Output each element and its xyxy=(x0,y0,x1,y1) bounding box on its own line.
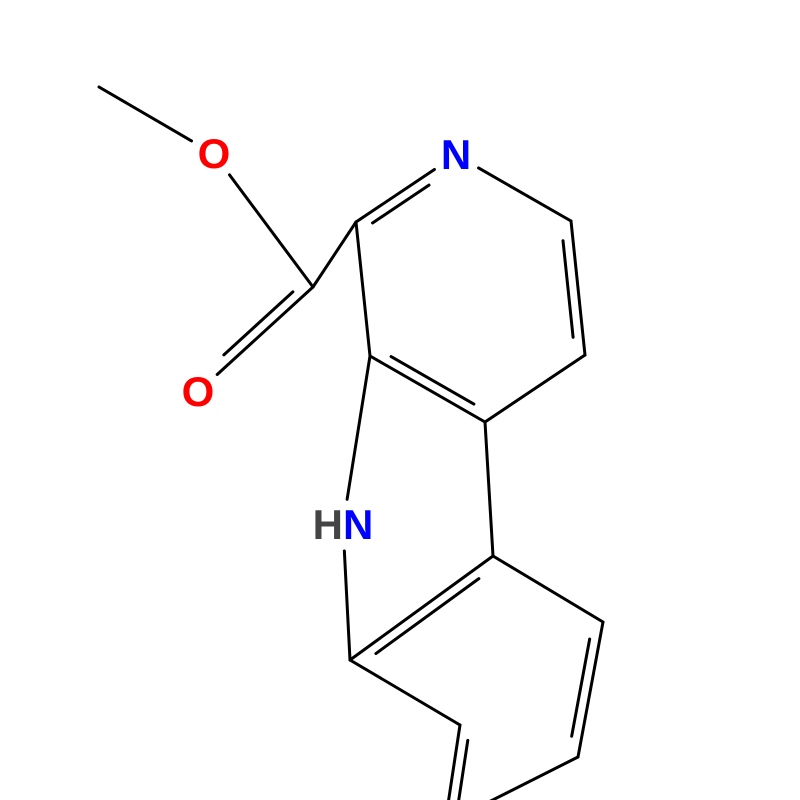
bond-line xyxy=(445,725,460,800)
bond-line xyxy=(99,87,192,141)
atom-O1: O xyxy=(198,130,231,178)
bond-line xyxy=(217,287,313,374)
bond-line xyxy=(350,556,493,660)
bond-line xyxy=(457,740,468,800)
bond-line xyxy=(344,551,350,660)
bond-line xyxy=(356,222,370,356)
bond-line xyxy=(563,241,573,337)
atom-O2: O xyxy=(182,368,215,416)
bond-line xyxy=(313,222,356,287)
bond-line xyxy=(347,356,370,499)
atom-N1: N xyxy=(441,131,471,179)
bond-line xyxy=(572,639,590,736)
bonds-layer xyxy=(99,87,603,800)
atom-symbol: O xyxy=(182,368,215,415)
bond-line xyxy=(350,660,460,725)
atom-prefix: H xyxy=(313,501,343,548)
molecule-canvas xyxy=(0,0,800,800)
bond-line xyxy=(485,422,493,556)
bond-line xyxy=(376,579,479,654)
atom-symbol: N xyxy=(441,131,471,178)
bond-line xyxy=(224,292,293,355)
bond-line xyxy=(493,556,603,622)
bond-line xyxy=(370,356,485,422)
bond-line xyxy=(485,355,585,422)
atom-symbol: O xyxy=(198,130,231,177)
bond-line xyxy=(479,168,571,221)
bond-line xyxy=(356,169,434,222)
atom-symbol: N xyxy=(343,501,373,548)
bond-line xyxy=(391,357,474,405)
atom-N2: HN xyxy=(313,501,374,549)
bond-line xyxy=(230,175,313,287)
